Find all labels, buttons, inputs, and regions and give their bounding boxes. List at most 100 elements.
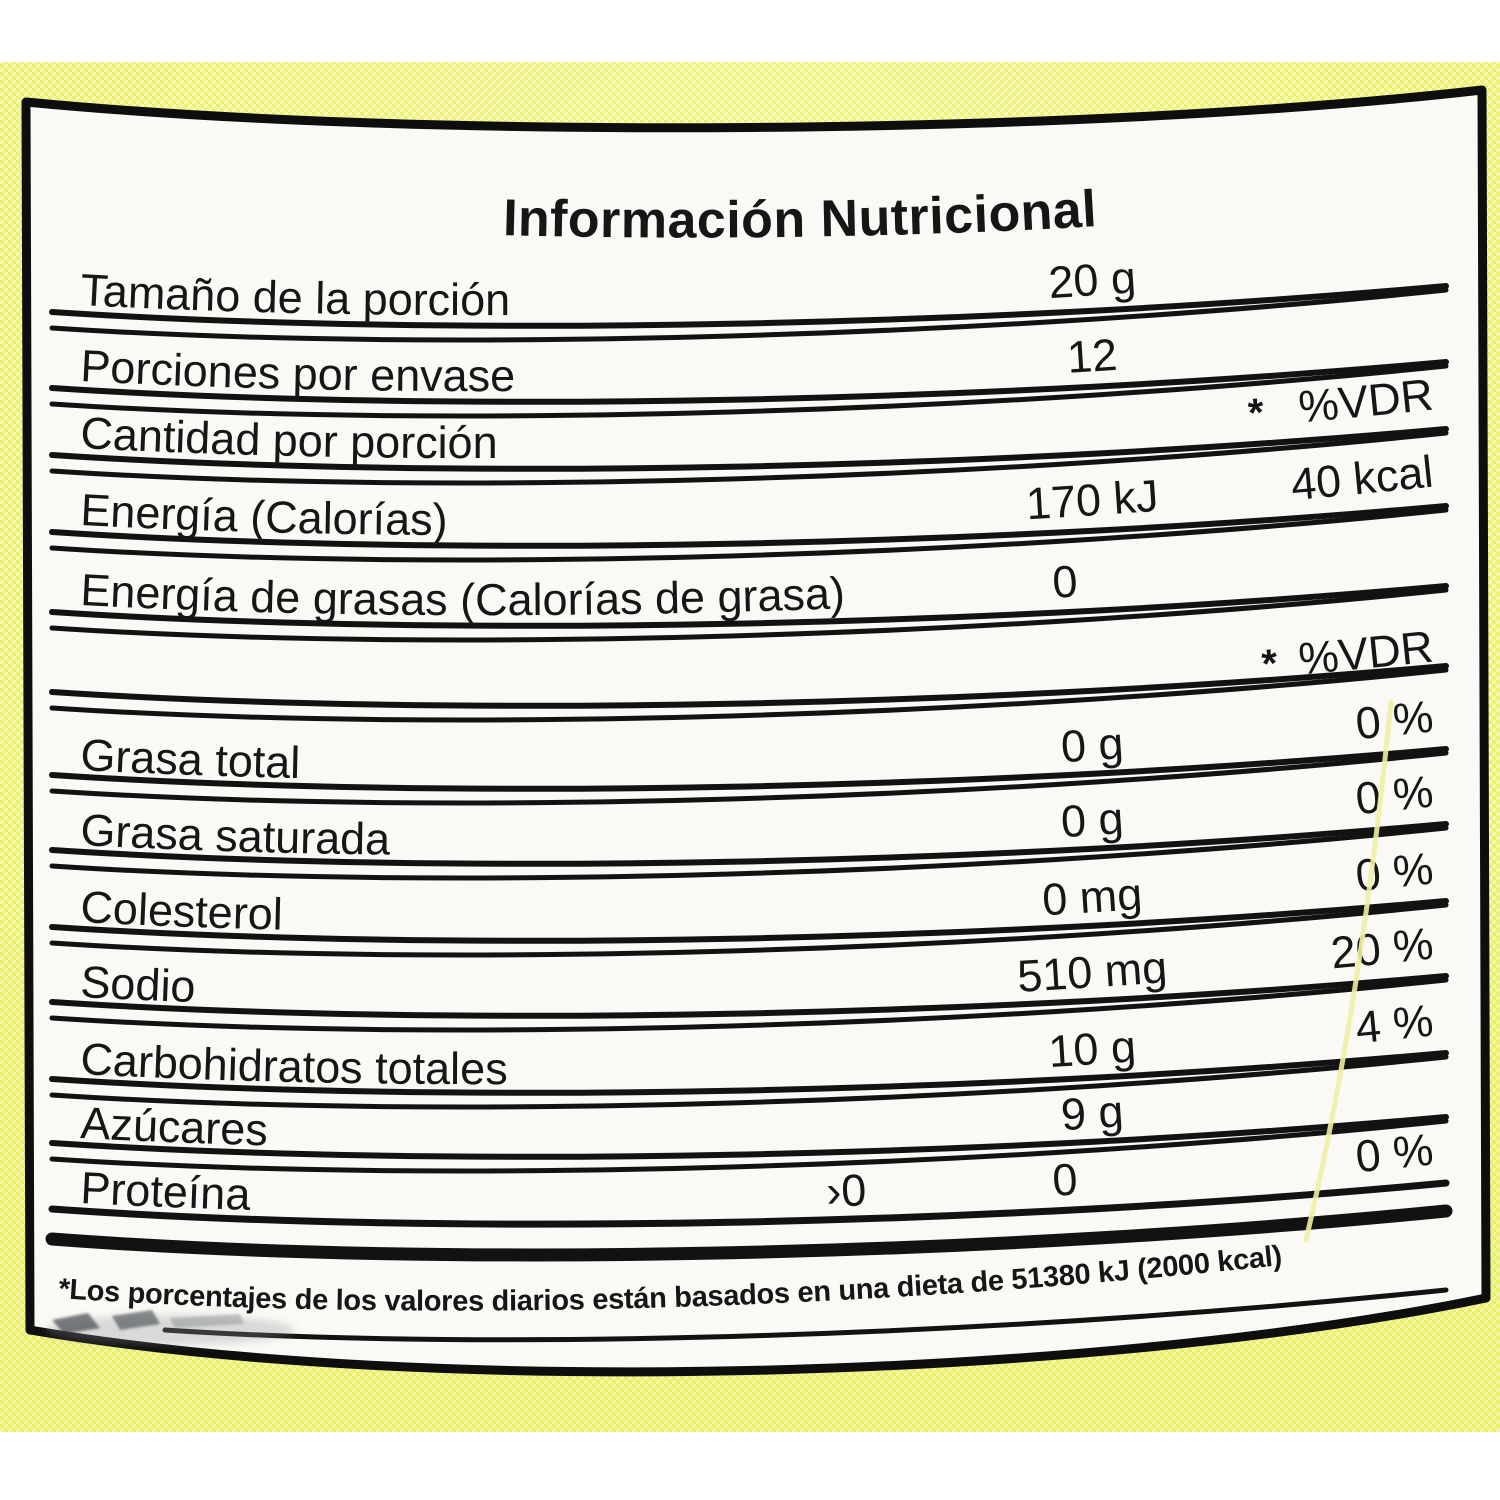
svg-text:Colesterol: Colesterol (79, 881, 283, 940)
separator-line-thick (45, 1204, 1453, 1262)
separator-line (49, 1114, 1449, 1160)
row-label: Grasa total (79, 729, 300, 788)
row-energy-from-fat: Energía de grasas (Calorías de grasa) 0 (79, 555, 1079, 625)
label-panel (21, 85, 1491, 1377)
row-value: 12 (1066, 329, 1119, 383)
row-value: 0 mg (1041, 868, 1144, 925)
smudge-faint-mark (170, 1314, 244, 1328)
svg-text:0: 0 (1051, 1153, 1079, 1205)
row-sugars: Azúcares 9 g (79, 1085, 1125, 1155)
row-label: Cantidad por porción (79, 407, 497, 468)
row-value: 9 g (1059, 1085, 1125, 1140)
separator-line (49, 363, 1449, 419)
separator-line (49, 746, 1449, 792)
separator-line (49, 503, 1449, 549)
row-label: Energía de grasas (Calorías de grasa) (79, 564, 845, 625)
svg-text:20 %: 20 % (1329, 918, 1436, 979)
row-label: Proteína (79, 1162, 252, 1220)
label-title: Información Nutricional (502, 180, 1098, 249)
separator-line (49, 667, 1449, 723)
svg-text:*: * (1246, 391, 1266, 436)
row-value: 10 g (1047, 1020, 1138, 1077)
separator-line (49, 1050, 1449, 1096)
svg-text:Azúcares: Azúcares (79, 1097, 268, 1155)
svg-text:0 mg: 0 mg (1041, 868, 1144, 925)
row-label: Tamaño de la porción (79, 264, 510, 325)
separator-line (49, 430, 1449, 486)
row-label: Azúcares (79, 1097, 268, 1155)
row-value: 0 (1051, 555, 1079, 607)
separator-rules (45, 283, 1453, 1343)
svg-text:Carbohidratos totales: Carbohidratos totales (79, 1033, 507, 1094)
row-value: 20 g (1047, 251, 1138, 308)
separator-line (49, 1118, 1449, 1174)
row-percent: 0 % (1353, 691, 1435, 749)
svg-text:170 kJ: 170 kJ (1025, 470, 1160, 529)
svg-text:0 g: 0 g (1059, 717, 1125, 772)
row-value: 0 g (1059, 792, 1125, 847)
svg-text:4 %: 4 % (1353, 995, 1435, 1053)
svg-text:Sodio: Sodio (79, 956, 196, 1012)
separator-line (49, 973, 1449, 1019)
row-serving-size: Tamaño de la porción 20 g (79, 251, 1137, 325)
row-protein: Proteína ›0 0 0 % (79, 1124, 1435, 1220)
svg-text:Porciones por envase: Porciones por envase (79, 340, 515, 401)
label-title-text: Información Nutricional (502, 180, 1098, 249)
smudge-mark (45, 1310, 295, 1345)
row-percent: 4 % (1353, 995, 1435, 1053)
svg-text:10 g: 10 g (1047, 1020, 1138, 1077)
footnote-star-marker: * (1246, 391, 1266, 436)
row-pre-value: ›0 (825, 1164, 867, 1217)
svg-text:Energía de grasas (Calorías de: Energía de grasas (Calorías de grasa) (79, 564, 845, 625)
footnote-star-marker: * (1260, 641, 1280, 686)
row-label: Colesterol (79, 881, 283, 940)
separator-line (49, 1054, 1449, 1110)
separator-line (49, 821, 1449, 867)
separator-line (49, 902, 1449, 958)
row-energy: Energía (Calorías) 170 kJ 40 kcal (79, 446, 1435, 545)
svg-text:0 %: 0 % (1353, 1124, 1435, 1182)
row-label: Energía (Calorías) (79, 484, 447, 545)
svg-text:Grasa saturada: Grasa saturada (79, 804, 391, 865)
footnote-separator-line (162, 1287, 1449, 1343)
svg-text:0 %: 0 % (1353, 843, 1435, 901)
row-percent: 0 % (1353, 1124, 1435, 1182)
row-sodium: Sodio 510 mg 20 % (79, 918, 1435, 1012)
svg-text:*: * (1260, 641, 1280, 686)
row-total-fat: Grasa total 0 g 0 % (79, 691, 1435, 788)
smudge-dark-mark (52, 1313, 100, 1334)
svg-text:Proteína: Proteína (79, 1162, 252, 1220)
separator-line (49, 287, 1449, 343)
row-label: Porciones por envase (79, 340, 515, 401)
row-percent: 20 % (1329, 918, 1436, 979)
row-total-carbohydrate: Carbohidratos totales 10 g 4 % (79, 995, 1435, 1094)
smudge-dark-mark (112, 1310, 160, 1330)
svg-text:12: 12 (1066, 329, 1119, 383)
svg-text:0 g: 0 g (1059, 792, 1125, 847)
separator-line (49, 283, 1449, 329)
row-servings-per-container: Porciones por envase 12 (79, 329, 1118, 401)
svg-text:510 mg: 510 mg (1016, 941, 1169, 1002)
separator-line-thick (48, 1179, 1450, 1228)
row-label: Sodio (79, 956, 196, 1012)
separator-line (49, 583, 1449, 629)
separator-line (49, 426, 1449, 472)
svg-text:Energía (Calorías): Energía (Calorías) (79, 484, 447, 545)
svg-text:Cantidad por porción: Cantidad por porción (79, 407, 497, 468)
separator-line (49, 977, 1449, 1033)
separator-line (49, 359, 1449, 405)
svg-text:Grasa total: Grasa total (79, 729, 300, 788)
svg-text:0: 0 (1051, 555, 1079, 607)
row-value: 510 mg (1016, 941, 1169, 1002)
separator-line (49, 587, 1449, 643)
row-value: 0 (1051, 1153, 1079, 1205)
svg-text:Tamaño de la porción: Tamaño de la porción (79, 264, 510, 325)
row-saturated-fat: Grasa saturada 0 g 0 % (79, 766, 1435, 865)
separator-line (49, 898, 1449, 944)
separator-line (49, 663, 1449, 709)
separator-line (49, 507, 1449, 563)
svg-text:›0: ›0 (825, 1164, 867, 1217)
row-percent: 0 % (1353, 766, 1435, 824)
